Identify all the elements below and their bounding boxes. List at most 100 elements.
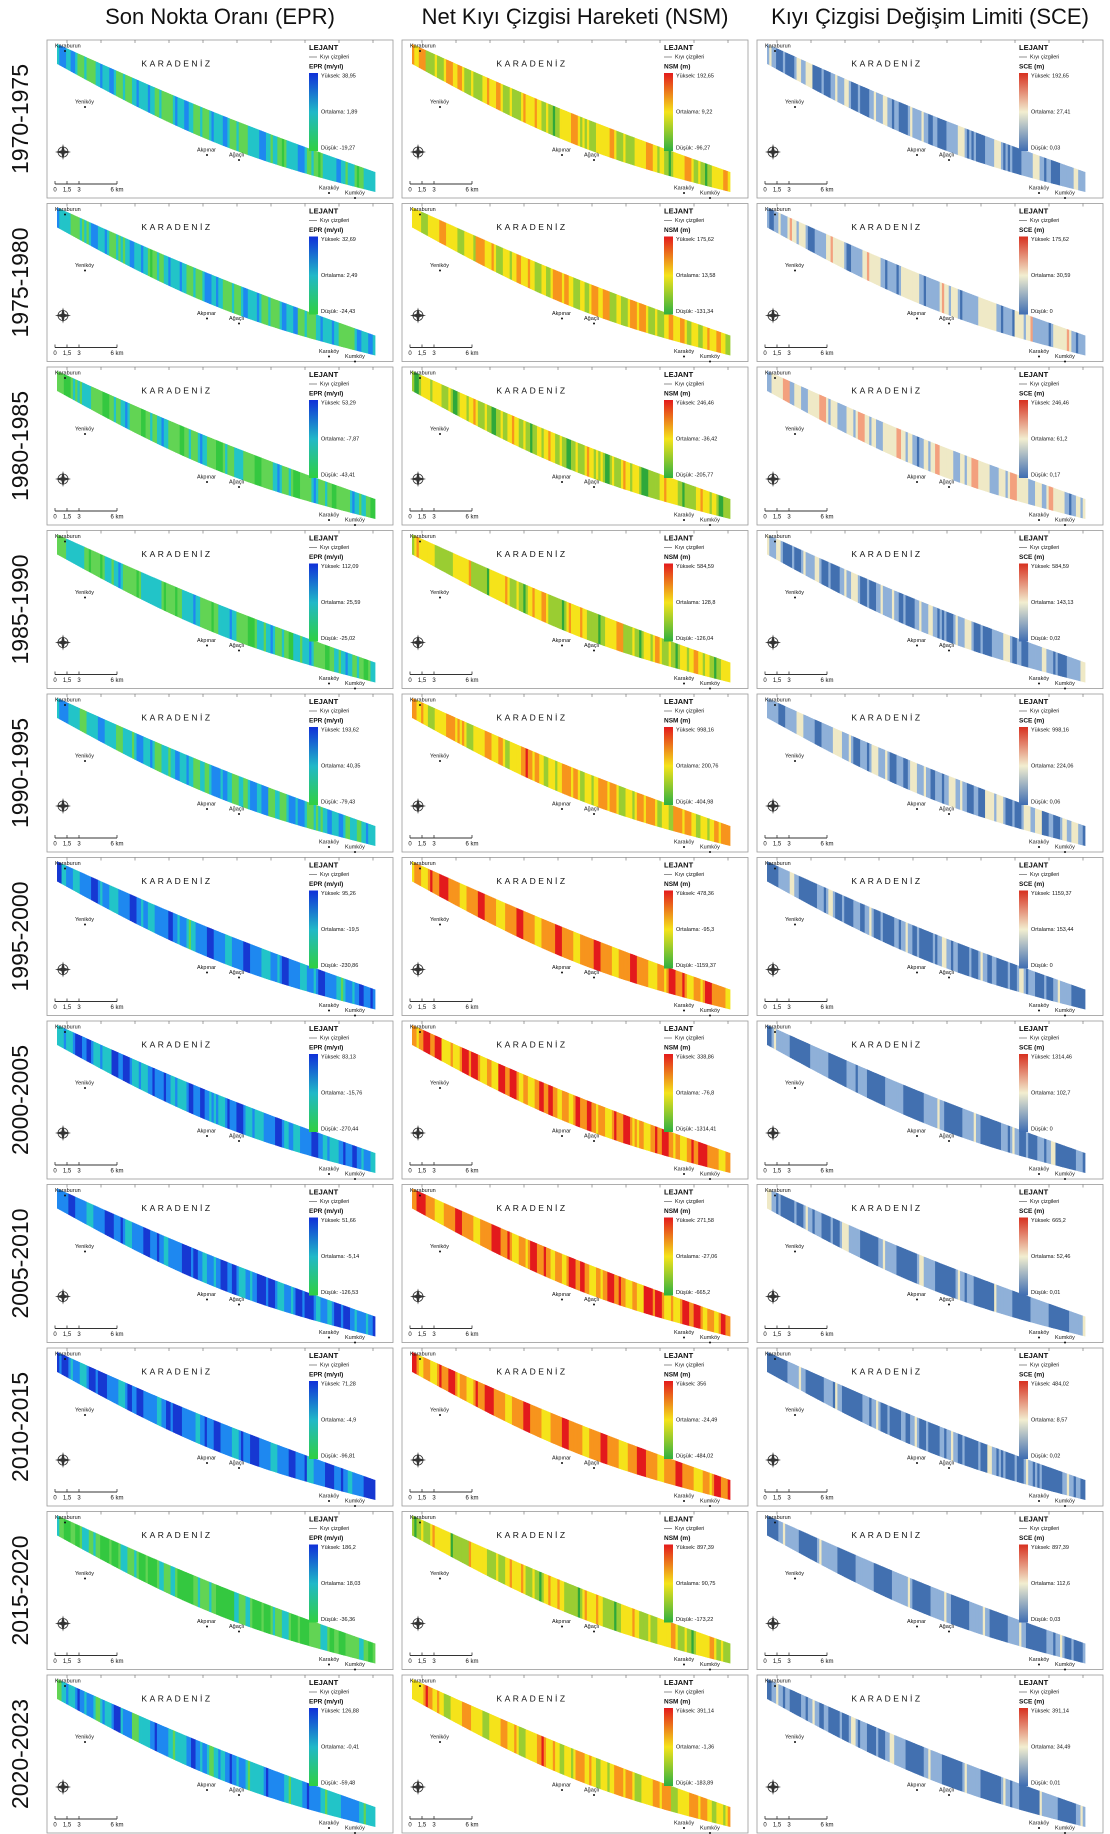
shoreline-segment: [862, 904, 865, 933]
shoreline-segment: [159, 1234, 162, 1264]
legend-value: Yüksek: 246,46: [676, 400, 714, 406]
legend-heading: LEJANT: [1019, 206, 1049, 215]
shoreline-segment: [878, 93, 881, 123]
scale-label: 6 km: [110, 678, 123, 684]
place-label: Kumköy: [700, 517, 720, 523]
shoreline-segment: [616, 621, 619, 651]
shoreline-segment: [296, 471, 299, 499]
shoreline-segment: [196, 268, 199, 299]
shoreline-segment: [75, 1524, 78, 1547]
shoreline-segment: [1062, 1472, 1065, 1495]
shoreline-segment: [858, 738, 861, 767]
shoreline-segment: [505, 249, 508, 278]
shoreline-segment: [666, 1294, 669, 1321]
legend-heading: LEJANT: [1019, 1024, 1049, 1033]
shoreline-segment: [723, 824, 726, 845]
shoreline-segment: [255, 1273, 258, 1303]
shoreline-segment: [778, 703, 781, 725]
shoreline-segment: [641, 1285, 644, 1313]
scale-label: 1,5: [63, 1169, 72, 1175]
shoreline-segment: [462, 720, 465, 746]
place-dot: [84, 1251, 86, 1253]
shoreline-segment: [442, 548, 445, 572]
shoreline-segment: [899, 1083, 902, 1114]
shoreline-segment: [175, 423, 178, 453]
shoreline-segment: [953, 1268, 956, 1298]
shoreline-segment: [166, 910, 169, 940]
shoreline-segment: [496, 409, 499, 438]
legend-title: NSM (m): [664, 1045, 690, 1052]
shoreline-segment: [694, 650, 697, 674]
shoreline-segment: [107, 884, 110, 910]
shoreline-segment: [833, 1218, 836, 1245]
shoreline-segment: [107, 1211, 110, 1237]
shoreline-segment: [323, 971, 326, 997]
shoreline-segment: [594, 776, 597, 807]
shoreline-segment: [653, 1289, 656, 1317]
shoreline-segment: [942, 773, 945, 804]
shoreline-segment: [851, 572, 854, 601]
shoreline-segment: [232, 610, 235, 641]
place-dot: [916, 972, 918, 974]
shoreline-segment: [887, 751, 890, 781]
shoreline-segment: [236, 121, 239, 152]
shoreline-segment: [983, 462, 986, 491]
shoreline-segment: [266, 787, 269, 817]
shoreline-segment: [578, 1097, 581, 1128]
scale-label: 1,5: [418, 842, 427, 848]
shoreline-segment: [1008, 798, 1011, 826]
shoreline-segment: [644, 305, 647, 333]
shoreline-segment: [350, 490, 353, 513]
shoreline-segment: [473, 889, 476, 916]
shoreline-segment: [808, 1207, 811, 1232]
shoreline-segment: [1065, 1473, 1068, 1496]
shoreline-segment: [539, 427, 542, 458]
shoreline-segment: [155, 905, 158, 934]
shoreline-segment: [180, 262, 183, 292]
shoreline-segment: [935, 444, 938, 475]
shoreline-segment: [1051, 160, 1054, 184]
shoreline-segment: [680, 1135, 683, 1160]
shoreline-segment: [516, 744, 519, 774]
shoreline-segment: [455, 63, 458, 88]
shoreline-segment: [971, 621, 974, 651]
shoreline-segment: [906, 268, 909, 299]
legend-value: Düşük: 0,02: [1031, 636, 1060, 642]
shoreline-segment: [546, 920, 549, 951]
shoreline-segment: [940, 609, 943, 640]
shoreline-segment: [150, 1066, 153, 1095]
shoreline-segment: [471, 398, 474, 425]
shoreline-segment: [969, 784, 972, 814]
scale-label: 1,5: [63, 1496, 72, 1502]
legend-title: NSM (m): [664, 554, 690, 561]
shoreline-segment: [437, 709, 440, 733]
shoreline-segment: [519, 1072, 522, 1102]
shoreline-segment: [277, 464, 280, 493]
scale-label: 6 km: [110, 1169, 123, 1175]
legend-ramp: [1019, 400, 1028, 478]
shoreline-segment: [894, 427, 897, 458]
shoreline-segment: [578, 443, 581, 474]
shoreline-segment: [435, 1199, 438, 1222]
shoreline-segment: [871, 1398, 874, 1428]
shoreline-segment: [519, 1399, 522, 1429]
shoreline-segment: [512, 1396, 515, 1425]
shoreline-segment: [467, 69, 470, 95]
shoreline-segment: [548, 921, 551, 952]
shoreline-segment: [519, 418, 522, 448]
shoreline-segment: [860, 249, 863, 278]
place-dot: [238, 159, 240, 161]
shoreline-segment: [578, 279, 581, 310]
shoreline-segment: [243, 287, 246, 317]
legend-ramp: [1019, 891, 1028, 969]
shoreline-segment: [257, 947, 260, 977]
shoreline-segment: [444, 1366, 447, 1390]
shoreline-segment: [216, 277, 219, 308]
legend-ramp: [1019, 73, 1028, 151]
shoreline-segment: [569, 276, 572, 307]
shoreline-segment: [874, 1072, 877, 1102]
shoreline-segment: [451, 879, 454, 904]
shoreline-segment: [956, 1269, 959, 1299]
shoreline-segment: [555, 924, 558, 955]
shoreline-segment: [171, 1075, 174, 1105]
